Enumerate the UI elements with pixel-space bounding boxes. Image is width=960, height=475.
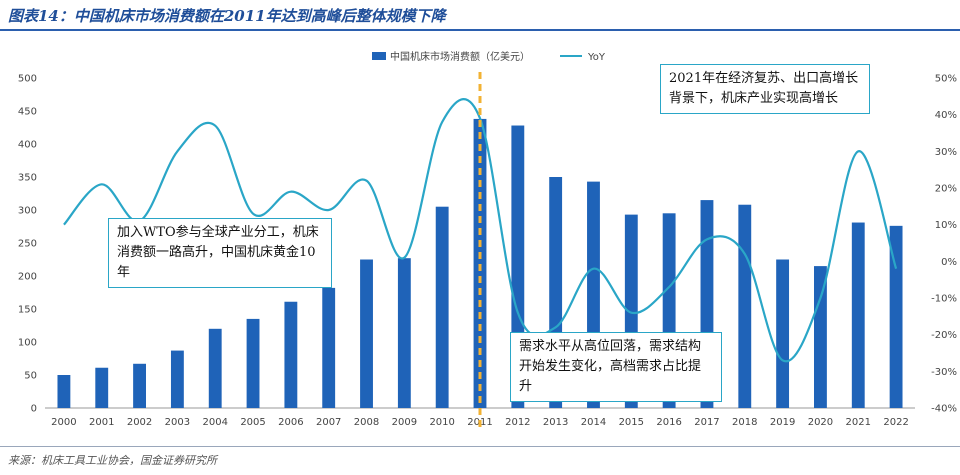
callout-2021-recovery: 2021年在经济复苏、出口高增长背景下，机床产业实现高增长: [660, 64, 870, 114]
bar: [397, 258, 411, 408]
y-left-tick-label: 400: [18, 140, 37, 151]
title-rule: [0, 29, 960, 31]
legend-bar-label: 中国机床市场消费额（亿美元）: [390, 50, 530, 63]
bar: [435, 206, 449, 408]
x-tick-label: 2017: [694, 417, 719, 428]
figure-title: 图表14：中国机床市场消费额在2011年达到高峰后整体规模下降: [8, 7, 446, 25]
x-tick-label: 2019: [770, 417, 795, 428]
x-tick-label: 2012: [505, 417, 530, 428]
yoy-line-series: [63, 98, 898, 363]
y-right-tick-label: 10%: [935, 220, 957, 231]
x-tick-label: 2008: [354, 417, 379, 428]
y-right-tick-label: 50%: [935, 74, 957, 85]
yoy-line: [63, 98, 898, 363]
x-tick-label: 2014: [581, 417, 606, 428]
bar: [133, 363, 146, 408]
x-tick-label: 2007: [316, 417, 341, 428]
y-right-tick-label: 0%: [941, 257, 957, 268]
chart-axes: 0 50 100 150 200 250 300 350 400 450 500 -40% -30% -2…: [18, 74, 957, 429]
bar: [889, 225, 903, 408]
bar: [473, 118, 487, 409]
y-left-tick-label: 300: [18, 206, 37, 217]
bar: [738, 204, 752, 408]
legend-bar-swatch: [372, 52, 386, 60]
y-left-tick-label: 50: [24, 371, 37, 382]
x-tick-label: 2002: [127, 417, 152, 428]
callout-2011-peak: 需求水平从高位回落，需求结构开始发生变化，高档需求占比提升: [510, 332, 722, 402]
bar: [170, 350, 184, 408]
x-tick-label: 2009: [392, 417, 417, 428]
y-right-tick-label: 30%: [935, 147, 957, 158]
x-tick-label: 2005: [240, 417, 265, 428]
legend: 中国机床市场消费额（亿美元） YoY: [372, 50, 606, 63]
y-right-tick-label: 20%: [935, 184, 957, 195]
y-left-tick-label: 350: [18, 173, 37, 184]
x-tick-label: 2000: [51, 417, 76, 428]
x-tick-label: 2010: [429, 417, 454, 428]
bar: [776, 259, 790, 408]
bar: [246, 318, 260, 408]
x-tick-label: 2018: [732, 417, 757, 428]
y-left-tick-label: 450: [18, 107, 37, 118]
y-left-tick-label: 100: [18, 338, 37, 349]
x-tick-label: 2015: [619, 417, 644, 428]
x-tick-label: 2016: [656, 417, 681, 428]
x-tick-label: 2020: [808, 417, 833, 428]
y-right-tick-label: 40%: [935, 110, 957, 121]
x-tick-label: 2013: [543, 417, 568, 428]
y-left-tick-label: 0: [31, 404, 37, 415]
callout-wto: 加入WTO参与全球产业分工，机床消费额一路高升，中国机床黄金10年: [108, 218, 332, 288]
y-left-tick-label: 200: [18, 272, 37, 283]
bar: [57, 375, 71, 408]
y-left-tick-label: 500: [18, 74, 37, 85]
bar: [322, 287, 336, 408]
bar: [284, 301, 298, 408]
y-right-tick-label: -20%: [931, 330, 957, 341]
y-left-tick-label: 250: [18, 239, 37, 250]
source-note: 来源：机床工具工业协会，国金证券研究所: [8, 454, 217, 467]
bar: [851, 222, 865, 408]
bottom-rule: [0, 446, 960, 447]
y-right-tick-label: -40%: [931, 404, 957, 415]
bar: [814, 266, 827, 408]
legend-line-label: YoY: [587, 52, 606, 63]
x-tick-label: 2021: [846, 417, 871, 428]
x-tick-label: 2001: [89, 417, 114, 428]
x-tick-label: 2003: [165, 417, 190, 428]
bar: [208, 328, 222, 408]
x-tick-label: 2004: [202, 417, 227, 428]
y-right-tick-label: -10%: [931, 294, 957, 305]
bar: [360, 259, 373, 408]
x-tick-label: 2022: [883, 417, 908, 428]
y-right-tick-label: -30%: [931, 367, 957, 378]
bar: [95, 367, 109, 408]
y-left-tick-label: 150: [18, 305, 37, 316]
x-tick-label: 2006: [278, 417, 303, 428]
